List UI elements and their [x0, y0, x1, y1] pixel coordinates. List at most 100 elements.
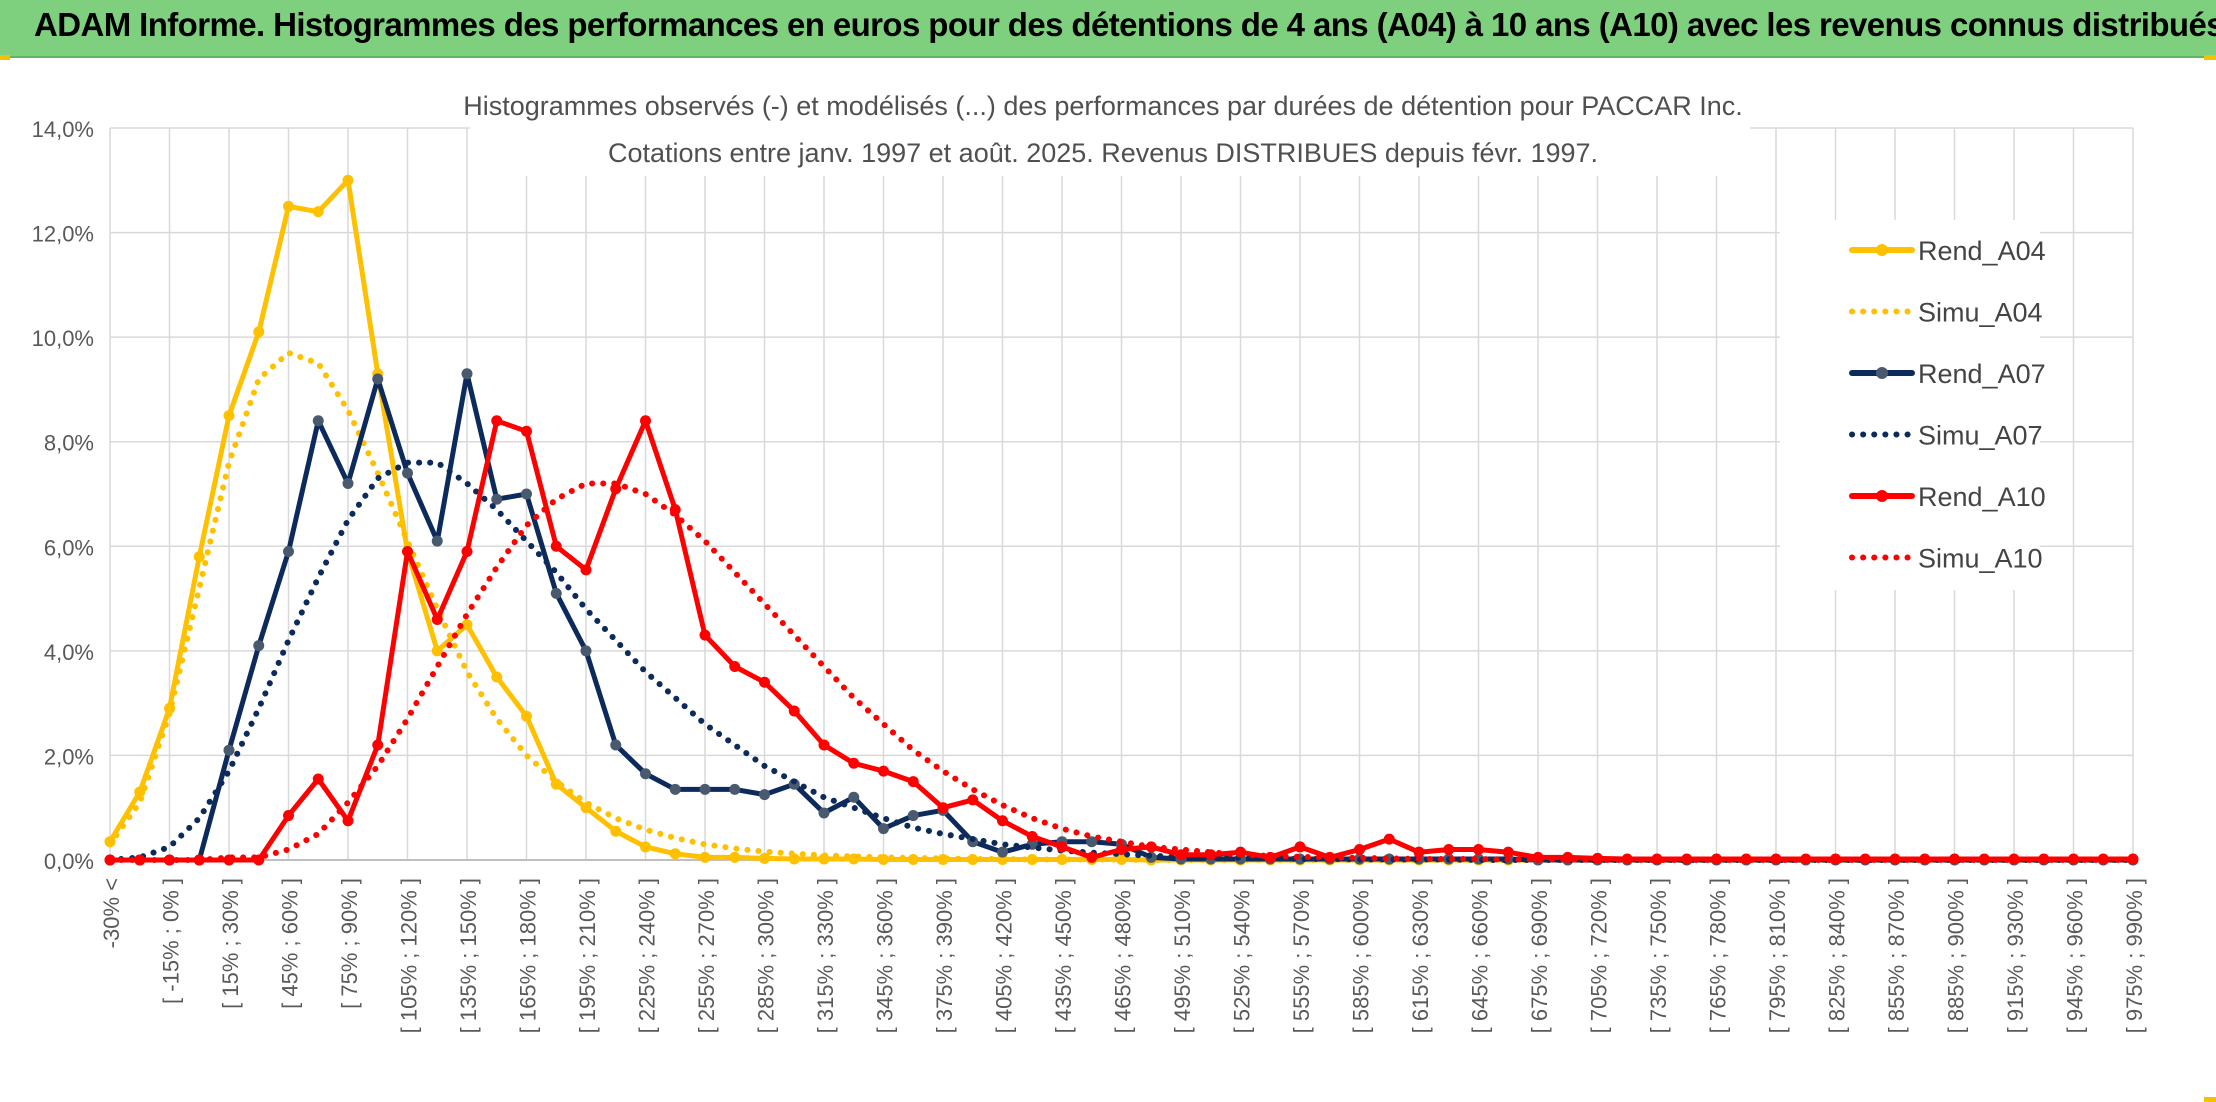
data-point-rend-a07: [759, 789, 770, 801]
data-point-rend-a07: [610, 739, 622, 751]
x-tick-label: [ 255% ; 270% ]: [694, 878, 719, 1033]
data-point-rend-a07: [550, 587, 562, 599]
data-point-rend-a07: [461, 368, 473, 380]
chart-title: Histogrammes observés (-) et modélisés (…: [463, 91, 1743, 121]
x-tick-label: [ 45% ; 60% ]: [278, 878, 303, 1009]
data-point-rend-a07: [521, 488, 532, 500]
chart-subtitle: Cotations entre janv. 1997 et août. 2025…: [608, 138, 1598, 168]
x-tick-label: [ 345% ; 360% ]: [873, 878, 898, 1033]
data-point-rend-a10: [759, 676, 770, 688]
data-point-rend-a04: [640, 841, 651, 853]
corner-accent-left: [0, 55, 10, 60]
data-point-rend-a10: [550, 540, 562, 552]
data-point-rend-a10: [788, 705, 800, 717]
data-point-rend-a07: [669, 783, 681, 795]
data-point-rend-a10: [1473, 844, 1484, 856]
data-point-rend-a10: [431, 613, 443, 625]
data-point-rend-a10: [1383, 833, 1395, 845]
data-point-rend-a04: [223, 410, 235, 422]
data-point-rend-a07: [431, 535, 443, 547]
data-point-rend-a04: [312, 206, 324, 218]
legend-label-simu-a10: Simu_A10: [1918, 544, 2043, 574]
report-banner: ADAM Informe. Histogrammes des performan…: [0, 0, 2216, 58]
data-point-rend-a07: [729, 783, 741, 795]
y-tick-label: 14,0%: [32, 117, 94, 142]
data-point-rend-a07: [907, 810, 919, 822]
data-point-rend-a07: [283, 546, 294, 558]
data-point-rend-a10: [967, 794, 979, 806]
data-point-rend-a10: [1116, 844, 1127, 856]
x-tick-label: [ 945% ; 960% ]: [2063, 878, 2088, 1033]
x-tick-label: [ 165% ; 180% ]: [516, 878, 541, 1033]
x-tick-label: [ 615% ; 630% ]: [1408, 878, 1433, 1033]
x-tick-label: [ 135% ; 150% ]: [456, 878, 481, 1033]
data-point-rend-a10: [1056, 841, 1068, 853]
x-tick-label: [ 465% ; 480% ]: [1111, 878, 1136, 1033]
x-tick-label: [ 405% ; 420% ]: [992, 878, 1017, 1033]
data-point-rend-a07: [640, 768, 651, 780]
legend-marker-rend-a10: [1876, 490, 1888, 502]
legend-label-rend-a07: Rend_A07: [1918, 359, 2046, 389]
data-point-rend-a10: [1086, 851, 1098, 863]
data-point-rend-a07: [818, 807, 830, 819]
data-point-rend-a10: [580, 564, 592, 576]
data-point-rend-a10: [997, 815, 1008, 827]
data-point-rend-a10: [729, 661, 741, 673]
legend-marker-rend-a04: [1876, 244, 1888, 256]
data-point-rend-a10: [342, 815, 354, 827]
title-backdrop: [470, 84, 1750, 176]
corner-accent-bottom-right: [2204, 1097, 2216, 1102]
data-point-rend-a10: [1443, 844, 1455, 856]
x-tick-label: [ 675% ; 690% ]: [1527, 878, 1552, 1033]
y-tick-label: 8,0%: [44, 431, 94, 456]
data-point-rend-a07: [342, 478, 354, 490]
data-point-rend-a04: [610, 825, 622, 837]
x-tick-label: [ 495% ; 510% ]: [1170, 878, 1195, 1033]
x-tick-label: [ 915% ; 930% ]: [2003, 878, 2028, 1033]
data-point-rend-a04: [342, 174, 354, 186]
data-point-rend-a07: [848, 791, 860, 803]
data-point-rend-a07: [372, 373, 384, 385]
y-tick-label: 0,0%: [44, 849, 94, 874]
data-point-rend-a10: [312, 773, 324, 785]
data-point-rend-a04: [521, 710, 532, 722]
data-point-rend-a07: [491, 493, 503, 505]
data-point-rend-a04: [461, 619, 473, 631]
axis-layer: 0,0% 2,0% 4,0% 6,0% 8,0% 10,0% 12,0% 14,0% -30% …: [32, 117, 2147, 1033]
x-tick-label: [ 555% ; 570% ]: [1289, 878, 1314, 1033]
data-point-rend-a10: [907, 776, 919, 788]
data-point-rend-a07: [699, 783, 711, 795]
x-tick-label: [ 645% ; 660% ]: [1468, 878, 1493, 1033]
x-tick-label: [ 285% ; 300% ]: [754, 878, 779, 1033]
x-tick-label: [ 435% ; 450% ]: [1051, 878, 1076, 1033]
data-point-rend-a10: [372, 739, 384, 751]
x-tick-label: [ 225% ; 240% ]: [635, 878, 660, 1033]
series-layer: [104, 174, 2139, 866]
data-point-rend-a10: [1502, 846, 1514, 858]
y-tick-label: 12,0%: [32, 222, 94, 247]
x-tick-label: [ 15% ; 30% ]: [218, 878, 243, 1009]
legend-label-simu-a07: Simu_A07: [1918, 421, 2043, 451]
x-tick-label: [ 195% ; 210% ]: [575, 878, 600, 1033]
x-tick-label: [ 585% ; 600% ]: [1349, 878, 1374, 1033]
data-point-rend-a10: [1354, 844, 1365, 856]
x-tick-label: -30% <: [99, 878, 124, 948]
report-title: ADAM Informe. Histogrammes des performan…: [34, 6, 2216, 43]
data-point-rend-a07: [878, 823, 889, 835]
legend-marker-rend-a07: [1876, 367, 1888, 379]
series-line-simu-a10: [107, 480, 2136, 863]
data-point-rend-a07: [997, 846, 1008, 858]
data-point-rend-a04: [491, 671, 503, 683]
data-point-rend-a04: [729, 851, 741, 863]
legend-label-rend-a04: Rend_A04: [1918, 236, 2046, 266]
legend-backdrop: [1780, 220, 2040, 590]
data-point-rend-a10: [1026, 830, 1038, 842]
corner-accent-right: [2204, 55, 2216, 60]
x-tick-label: [ 315% ; 330% ]: [813, 878, 838, 1033]
data-point-rend-a07: [253, 640, 265, 652]
x-tick-label: [ 795% ; 810% ]: [1765, 878, 1790, 1033]
x-tick-label: [ -15% ; 0% ]: [159, 878, 184, 1004]
data-point-rend-a04: [283, 200, 294, 212]
x-tick-label: [ 825% ; 840% ]: [1825, 878, 1850, 1033]
